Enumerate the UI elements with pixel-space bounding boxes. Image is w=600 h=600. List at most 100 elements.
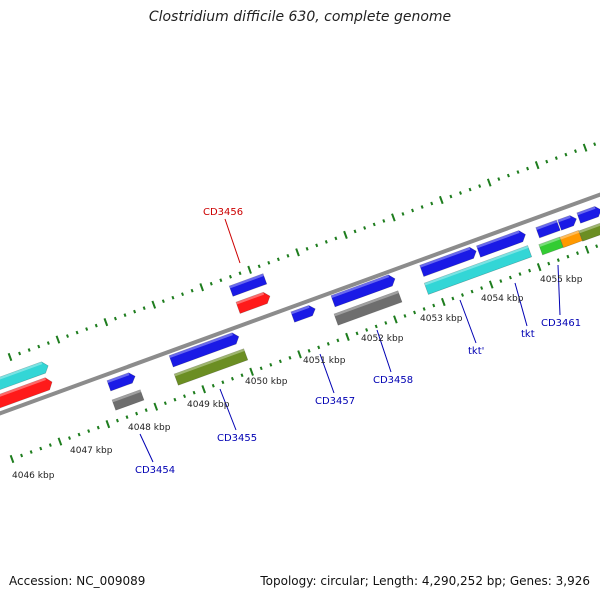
gene-label: CD3458: [373, 375, 413, 386]
minor-tick: [365, 328, 369, 332]
minor-tick: [478, 184, 482, 188]
major-tick: [55, 335, 61, 344]
scale-label: 4047 kbp: [70, 446, 113, 456]
major-tick: [345, 332, 350, 341]
feature-cd3455-blue-highlight: [169, 332, 233, 359]
label-leader-line: [139, 433, 154, 463]
minor-tick: [192, 390, 196, 395]
minor-tick: [451, 296, 455, 301]
minor-tick: [374, 324, 378, 329]
scale-label: 4050 kbp: [245, 377, 288, 387]
minor-tick: [29, 450, 33, 454]
label-leaders: [139, 218, 561, 463]
minor-tick: [96, 425, 100, 430]
minor-tick: [470, 289, 474, 294]
minor-tick: [420, 205, 424, 209]
feature-cd3456-red-shape: [235, 291, 271, 314]
minor-tick: [230, 376, 234, 381]
scale-label: 4048 kbp: [128, 423, 171, 433]
feature-edge-olive-shape: [578, 222, 600, 242]
minor-tick: [574, 149, 577, 154]
scale-label: 4055 kbp: [540, 275, 583, 285]
feature-cd3458-blue: [330, 274, 396, 308]
minor-tick: [516, 170, 520, 174]
gene-label: CD3461: [541, 318, 581, 329]
major-tick: [103, 318, 109, 327]
minor-tick: [190, 288, 194, 293]
feature-cd3454-gray: [111, 389, 145, 411]
feature-cd3456-blue: [228, 273, 268, 297]
minor-tick: [20, 453, 24, 458]
feature-cd3454-blue-shape: [106, 372, 136, 392]
minor-tick: [39, 446, 43, 451]
major-tick: [153, 402, 159, 411]
scale-label: 4052 kbp: [361, 334, 404, 344]
major-tick: [297, 350, 302, 359]
minor-tick: [326, 342, 330, 346]
minor-tick: [307, 348, 311, 353]
major-tick: [536, 263, 542, 272]
feature-tkt-prime-blue: [419, 246, 477, 277]
minor-tick: [422, 307, 426, 311]
minor-tick: [171, 295, 175, 300]
feature-cd3455-olive-highlight: [174, 348, 245, 377]
feature-cd3456-blue-highlight: [229, 273, 264, 289]
minor-tick: [68, 436, 71, 440]
minor-tick: [556, 258, 560, 262]
feature-cd3461b-blue-highlight: [557, 215, 571, 223]
minor-tick: [336, 338, 340, 343]
feature-cd3458-blue-highlight: [330, 274, 390, 298]
feature-cd3454-gray-highlight: [112, 389, 142, 403]
feature-tkt-blue: [476, 230, 526, 258]
minor-tick: [18, 351, 22, 356]
major-tick: [439, 195, 444, 205]
feature-cd3454-blue-highlight: [106, 372, 130, 383]
feature-cd3455-olive-shape: [173, 348, 249, 386]
gene-label: CD3454: [135, 465, 175, 476]
feature-cd3454-gray-shape: [111, 389, 145, 411]
feature-tkt-cyan-shape: [423, 245, 533, 295]
label-leader-line: [319, 353, 335, 394]
major-tick: [57, 437, 63, 446]
minor-tick: [77, 432, 81, 437]
major-tick: [201, 385, 207, 394]
minor-tick: [211, 383, 215, 388]
feature-cd3461b-blue: [557, 215, 577, 231]
minor-tick: [221, 380, 225, 385]
feature-cd3456-red: [235, 291, 271, 314]
minor-tick: [75, 330, 79, 335]
feature-cd3457-blue-highlight: [290, 305, 310, 315]
major-tick: [249, 367, 254, 376]
feature-track: [0, 206, 600, 411]
feature-red-edge: [0, 377, 53, 409]
minor-tick: [595, 244, 599, 249]
gene-label: tkt: [521, 329, 535, 340]
feature-cd3461b-blue-shape: [557, 215, 577, 231]
feature-cd3458-gray-shape: [333, 290, 403, 326]
minor-tick: [460, 293, 464, 297]
map-title: Clostridium difficile 630, complete geno…: [148, 9, 452, 25]
feature-cd3461-orange: [559, 230, 583, 248]
minor-tick: [305, 246, 309, 251]
feature-red-edge-highlight: [0, 377, 47, 397]
scale-label: 4049 kbp: [187, 400, 230, 410]
feature-edge-olive: [578, 222, 600, 242]
outer-tick-track: [7, 142, 597, 362]
major-tick: [151, 300, 157, 309]
minor-tick: [173, 397, 177, 402]
gene-label: tkt': [468, 346, 484, 357]
feature-cd3456-red-highlight: [235, 292, 265, 305]
minor-tick: [593, 142, 597, 147]
major-tick: [584, 245, 590, 254]
minor-tick: [499, 279, 503, 283]
feature-cd3461-blue: [535, 219, 561, 239]
minor-tick: [480, 286, 484, 290]
minor-tick: [94, 323, 98, 328]
scale-label: 4053 kbp: [420, 314, 463, 324]
minor-tick: [458, 191, 462, 195]
minor-tick: [324, 240, 328, 244]
minor-tick: [468, 187, 472, 192]
minor-tick: [183, 394, 187, 399]
minor-tick: [113, 316, 117, 321]
